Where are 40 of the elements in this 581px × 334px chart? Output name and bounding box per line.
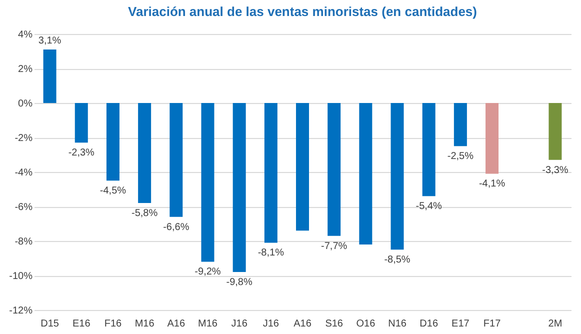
x-tick-label: M16 xyxy=(134,318,155,330)
data-label: -7,7% xyxy=(321,240,348,252)
x-tick-label: O16 xyxy=(356,318,376,330)
data-label: -2,5% xyxy=(447,151,474,162)
data-label: -5,4% xyxy=(416,201,442,212)
data-label: -5,8% xyxy=(131,208,158,220)
y-tick-label: 0% xyxy=(18,98,33,110)
x-tick-label: D16 xyxy=(420,318,438,330)
y-tick-label: -4% xyxy=(14,168,33,178)
data-label: -8,5% xyxy=(384,254,410,266)
data-label: -6,6% xyxy=(163,222,190,233)
y-tick-label: -10% xyxy=(9,271,33,282)
x-tick-label: N16 xyxy=(388,318,407,330)
x-tick-label: M16 xyxy=(198,318,218,330)
y-tick-label: -6% xyxy=(14,202,33,213)
data-label: -3,3% xyxy=(542,164,568,176)
x-tick-label: E16 xyxy=(72,318,91,330)
x-tick-label: A16 xyxy=(294,318,312,330)
x-tick-label: D15 xyxy=(40,318,60,330)
data-label: -8,1% xyxy=(258,248,284,259)
data-label: -9,2% xyxy=(194,266,221,278)
x-tick-label: E17 xyxy=(452,318,470,330)
x-tick-label: S16 xyxy=(325,318,344,330)
data-label: -4,1% xyxy=(478,178,506,190)
x-tick-label: A16 xyxy=(167,318,186,330)
data-label: -4,5% xyxy=(100,186,126,197)
y-tick-label: 4% xyxy=(18,30,33,40)
y-tick-label: -2% xyxy=(14,133,33,144)
y-tick-label: -8% xyxy=(14,236,33,248)
data-label: 3,1% xyxy=(38,36,62,47)
x-tick-label: 2M xyxy=(548,318,562,330)
chart-title: Variación anual de las ventas minoristas (en cantidades) xyxy=(128,4,477,19)
data-label: -9,8% xyxy=(226,277,252,288)
x-tick-label: F17 xyxy=(483,318,502,330)
y-tick-label: -12% xyxy=(9,306,33,316)
y-tick-label: 2% xyxy=(18,64,33,75)
x-tick-label: J16 xyxy=(231,318,248,330)
data-label: -2,3% xyxy=(68,148,95,159)
x-tick-label: J16 xyxy=(262,318,280,330)
x-tick-label: F16 xyxy=(104,318,122,330)
